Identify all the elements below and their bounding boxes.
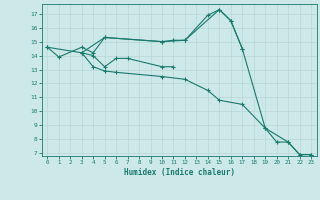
X-axis label: Humidex (Indice chaleur): Humidex (Indice chaleur) [124,168,235,177]
